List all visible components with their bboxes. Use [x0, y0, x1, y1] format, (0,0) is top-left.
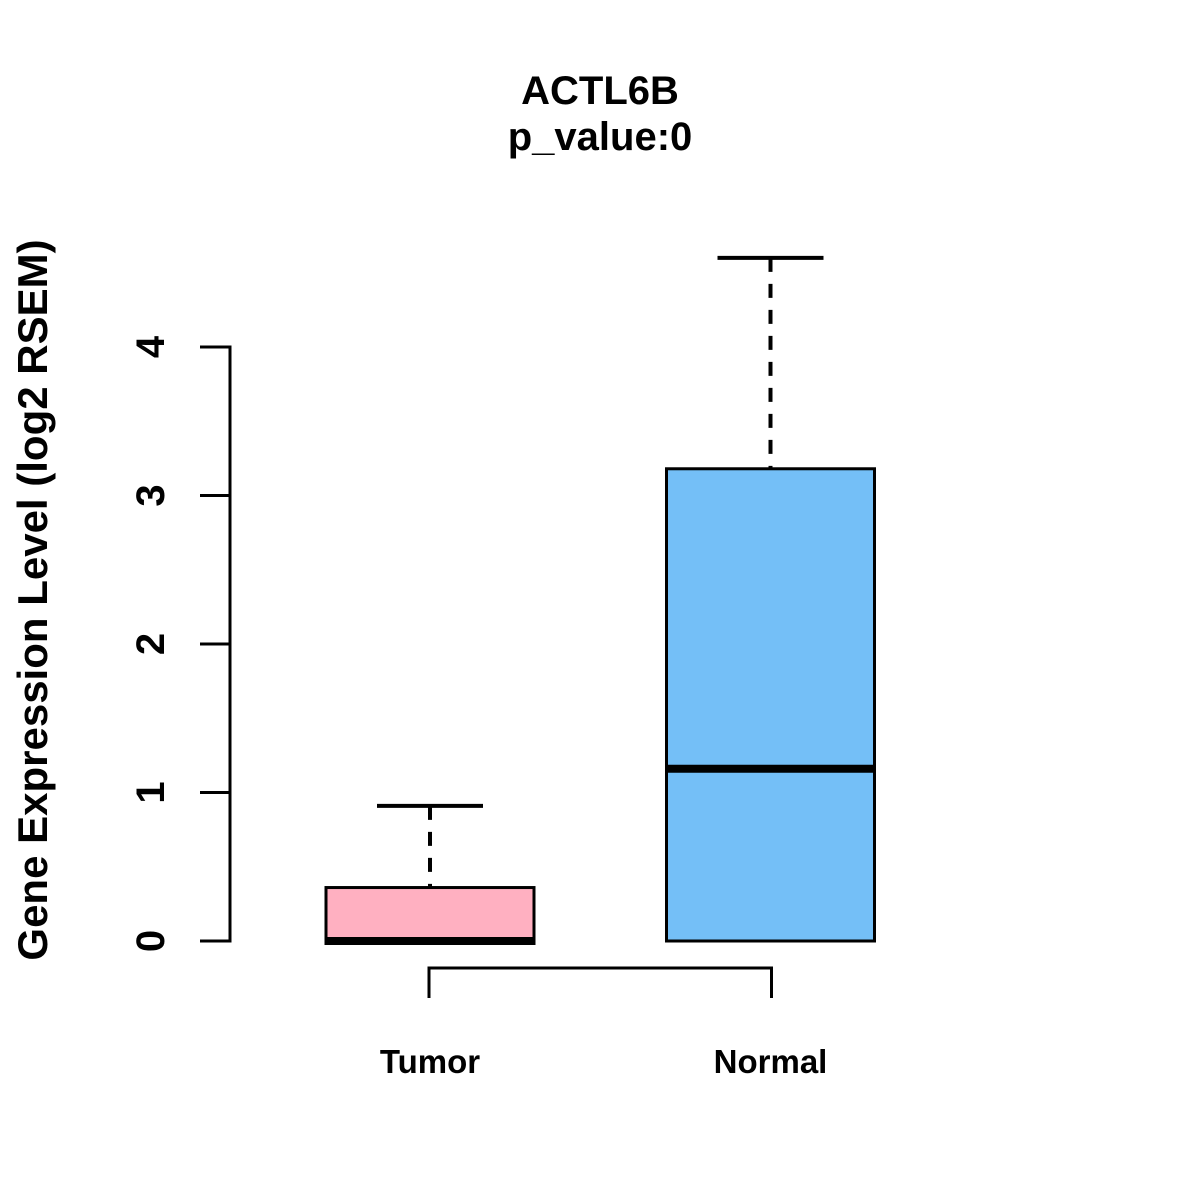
- y-axis-tick-label: 0: [129, 930, 173, 952]
- chart-title: ACTL6B: [521, 69, 679, 113]
- box-normal-rect: [665, 467, 876, 943]
- chart-subtitle: p_value:0: [507, 115, 693, 159]
- comparison-bracket: [427, 966, 773, 998]
- y-axis-tick-label: 3: [129, 484, 173, 506]
- box-tumor-rect: [324, 886, 536, 943]
- y-axis-tick-label: 4: [129, 335, 173, 358]
- chart-title-block: ACTL6B p_value:0: [0, 68, 1200, 160]
- y-axis-tick-label: 2: [129, 633, 173, 655]
- category-label-tumor: Tumor: [380, 1043, 480, 1080]
- category-label-normal: Normal: [714, 1043, 828, 1080]
- y-axis-tick-label: 1: [129, 781, 173, 803]
